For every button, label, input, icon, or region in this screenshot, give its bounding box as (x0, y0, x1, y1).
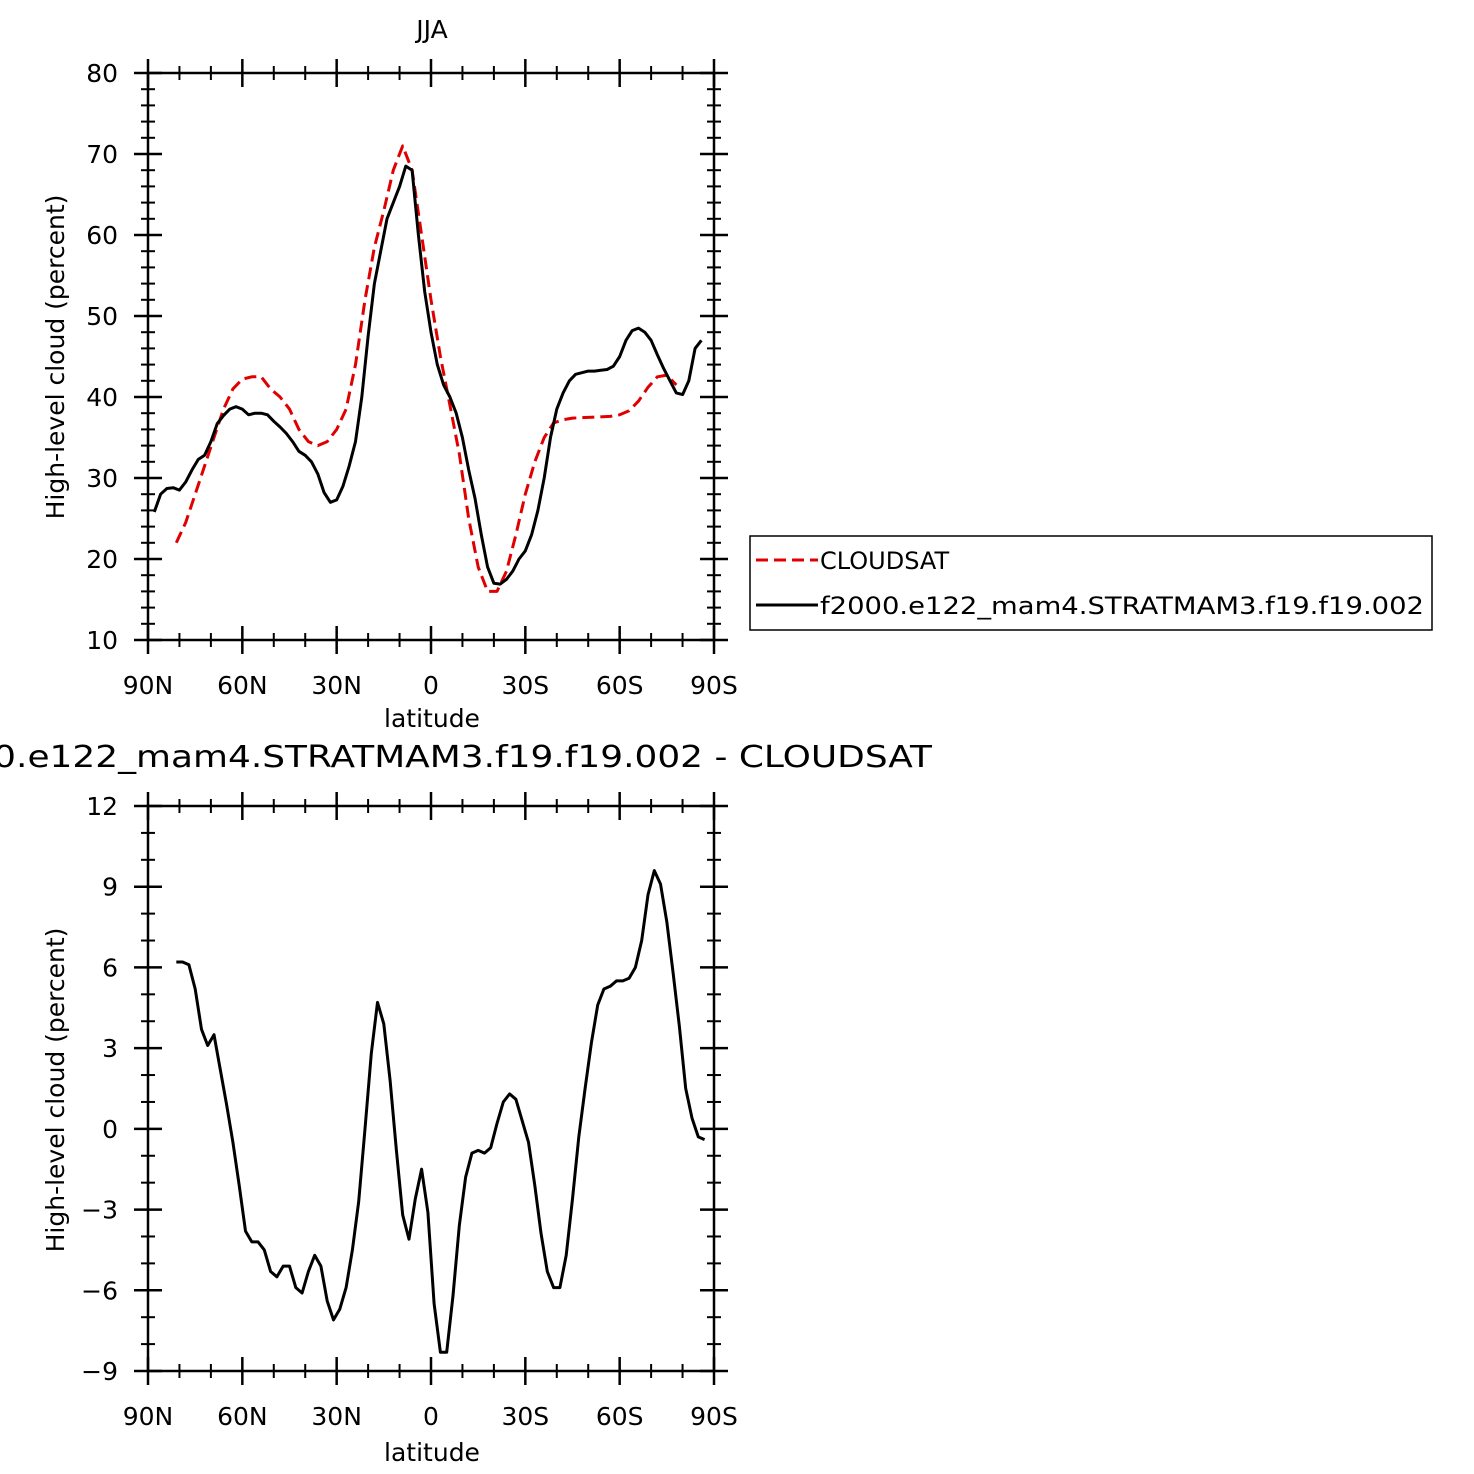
plot-frame (146, 804, 716, 1373)
y-tick-label: 0 (102, 1115, 118, 1144)
chart-panel-top: JJA 90N 60N 30N 0 30S 60S 90S 10 20 30 40 50 60 70 80… (41, 15, 738, 733)
y-axis-label: High-level cloud (percent) (41, 928, 70, 1253)
x-tick-label: 30N (311, 671, 362, 700)
legend-label-model: f2000.e122_mam4.STRATMAM3.f19.f19.002 (820, 592, 1424, 620)
x-tick-label: 30S (501, 1402, 549, 1431)
y-tick-label: 70 (86, 140, 118, 169)
y-tick-label: 10 (86, 626, 118, 655)
y-tick-label: 6 (102, 953, 118, 982)
chart-title: f2000.e122_mam4.STRATMAM3.f19.f19.002 - … (0, 740, 933, 775)
x-tick-label: 0 (423, 671, 439, 700)
series-lines (152, 144, 703, 593)
x-tick-label: 30N (311, 1402, 362, 1431)
x-tick-label: 30S (501, 671, 549, 700)
y-tick-label: 20 (86, 545, 118, 574)
series-lines (176, 869, 706, 1354)
x-tick-labels: 90N 60N 30N 0 30S 60S 90S (123, 1402, 738, 1431)
x-tick-label: 60N (217, 1402, 268, 1431)
chart-title: JJA (414, 15, 447, 44)
x-tick-label: 90S (690, 1402, 738, 1431)
y-tick-label: 9 (102, 873, 118, 902)
y-tick-label: 30 (86, 464, 118, 493)
x-tick-label: 90S (690, 671, 738, 700)
series-line-model (176, 869, 706, 1354)
plot-frame (146, 71, 716, 642)
axis-ticks (134, 59, 728, 654)
y-tick-label: 50 (86, 302, 118, 331)
x-tick-label: 60N (217, 671, 268, 700)
y-axis-label: High-level cloud (percent) (41, 195, 70, 520)
legend-label-cloudsat: CLOUDSAT (820, 547, 949, 575)
y-tick-label: 3 (102, 1034, 118, 1063)
series-line-cloudsat (174, 144, 678, 593)
x-tick-label: 60S (596, 1402, 644, 1431)
y-tick-labels: −9 −6 −3 0 3 6 9 12 (81, 792, 118, 1386)
x-tick-label: 90N (123, 1402, 174, 1431)
legend-box (749, 535, 1433, 631)
y-tick-label: 40 (86, 383, 118, 412)
x-tick-labels: 90N 60N 30N 0 30S 60S 90S (123, 671, 738, 700)
x-tick-label: 60S (596, 671, 644, 700)
x-axis-label: latitude (384, 704, 480, 733)
y-tick-label: 80 (86, 59, 118, 88)
y-tick-label: −6 (81, 1276, 118, 1305)
y-tick-label: −3 (81, 1196, 118, 1225)
y-tick-labels: 10 20 30 40 50 60 70 80 (86, 59, 118, 655)
legend: CLOUDSAT f2000.e122_mam4.STRATMAM3.f19.f… (749, 535, 1433, 631)
chart-panel-bottom: f2000.e122_mam4.STRATMAM3.f19.f19.002 - … (0, 740, 933, 1467)
y-tick-label: 12 (86, 792, 118, 821)
series-line-model (152, 164, 703, 586)
y-tick-label: 60 (86, 221, 118, 250)
y-tick-label: −9 (81, 1357, 118, 1386)
x-tick-label: 0 (423, 1402, 439, 1431)
x-tick-label: 90N (123, 671, 174, 700)
x-axis-label: latitude (384, 1438, 480, 1467)
